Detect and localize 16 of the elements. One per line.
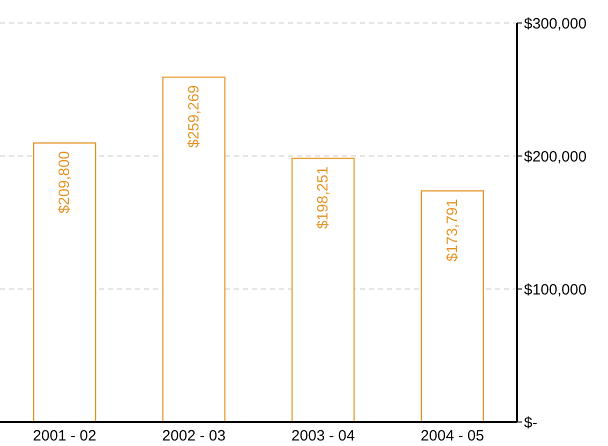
x-tick-label: 2001 - 02 bbox=[32, 428, 96, 445]
x-tick-label: 2002 - 03 bbox=[162, 428, 226, 445]
bar bbox=[292, 158, 355, 422]
x-tick-label: 2003 - 04 bbox=[291, 428, 355, 445]
data-label: $173,791 bbox=[444, 198, 461, 262]
data-label: $209,800 bbox=[56, 150, 74, 214]
y-tick-label: $300,000 bbox=[524, 15, 587, 32]
bar bbox=[33, 142, 96, 422]
data-label: $259,269 bbox=[185, 85, 202, 148]
y-tick-label: $- bbox=[524, 414, 538, 432]
y-tick-label: $200,000 bbox=[524, 148, 587, 166]
data-label: $198,251 bbox=[314, 166, 332, 229]
y-tick-label: $100,000 bbox=[524, 281, 587, 298]
bar bbox=[162, 76, 226, 422]
x-tick-label: 2004 - 05 bbox=[420, 428, 484, 445]
bar bbox=[420, 190, 484, 422]
